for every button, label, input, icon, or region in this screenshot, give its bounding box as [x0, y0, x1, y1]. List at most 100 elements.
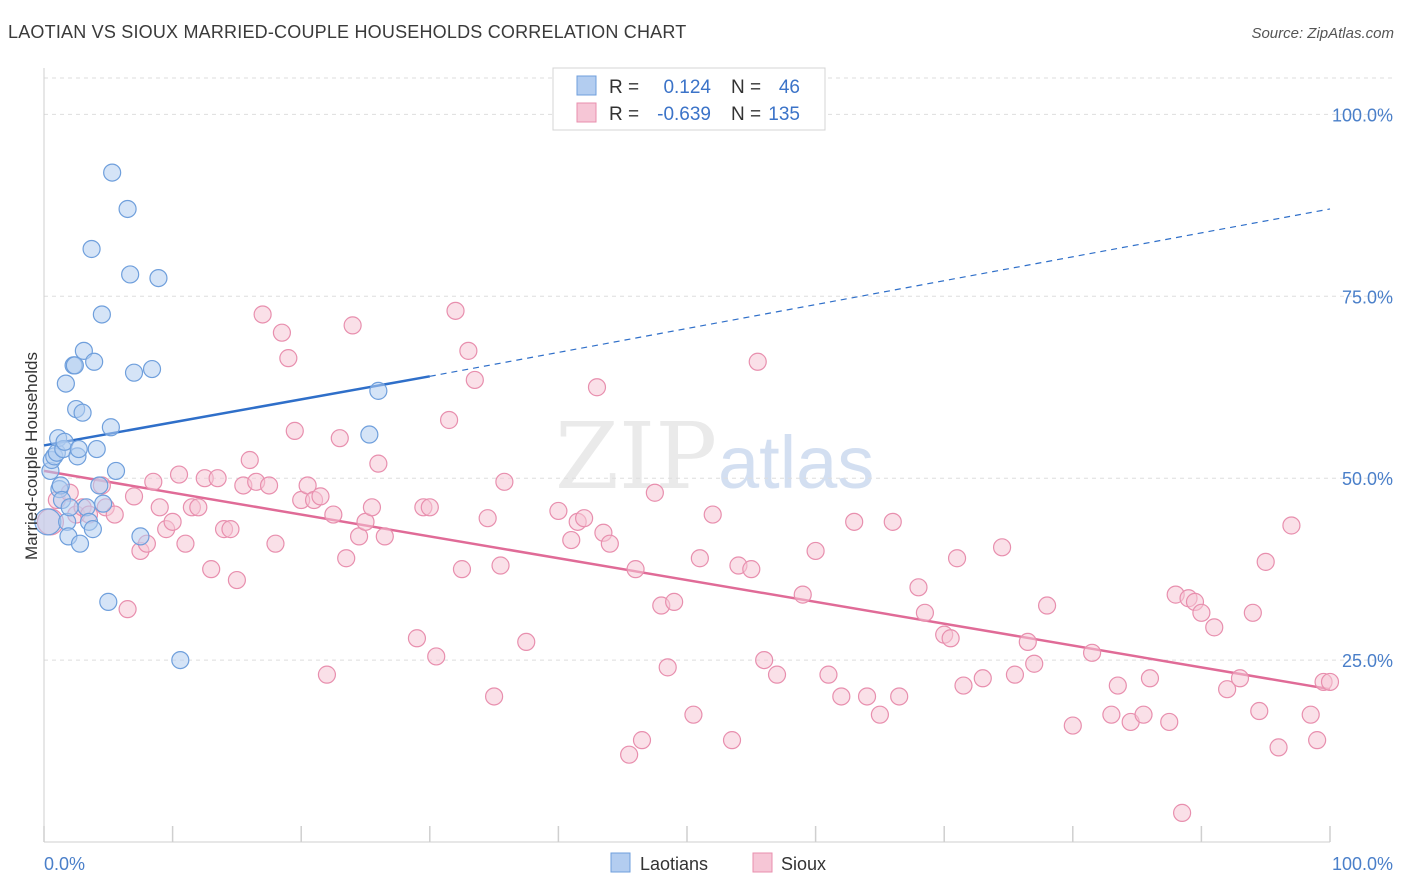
point-sioux-13	[144, 472, 163, 491]
point-laotians-19	[69, 439, 88, 459]
point-sioux-58	[465, 370, 484, 390]
point-sioux-48	[369, 454, 388, 473]
point-laotians-40	[142, 359, 162, 379]
point-sioux-88	[806, 541, 825, 561]
point-sioux-90	[832, 687, 851, 706]
stats-legend-r-value-sioux: -0.639	[657, 104, 711, 125]
point-sioux-31	[259, 476, 279, 495]
point-laotians-34	[103, 163, 122, 182]
series-legend-swatch-laotians[interactable]	[610, 852, 631, 873]
y-axis-label: Married-couple Households	[22, 352, 41, 560]
point-sioux-80	[703, 505, 722, 524]
point-sioux-64	[549, 501, 568, 521]
point-sioux-26	[227, 570, 246, 590]
point-sioux-114	[1140, 669, 1160, 688]
x-tick-label-max: 100.0%	[1332, 854, 1393, 874]
point-sioux-107	[1037, 596, 1057, 615]
point-sioux-10	[124, 487, 144, 506]
point-laotians-36	[118, 199, 137, 219]
point-sioux-56	[452, 560, 472, 579]
point-sioux-14	[150, 498, 169, 517]
point-sioux-92	[857, 687, 877, 706]
stats-legend-swatch-sioux	[576, 102, 597, 123]
point-sioux-49	[375, 527, 394, 546]
point-sioux-71	[620, 745, 639, 764]
point-sioux-97	[915, 603, 935, 622]
point-sioux-28	[240, 450, 259, 470]
point-sioux-53	[427, 647, 446, 666]
point-laotians-20	[70, 534, 90, 553]
chart-title: LAOTIAN VS SIOUX MARRIED-COUPLE HOUSEHOL…	[8, 22, 686, 42]
point-sioux-22	[202, 560, 221, 579]
points-layer	[34, 163, 1340, 822]
watermark: ZIP atlas	[555, 403, 874, 510]
point-sioux-65	[562, 530, 581, 550]
point-sioux-125	[1250, 701, 1269, 721]
point-laotians-27	[85, 352, 104, 371]
point-sioux-34	[279, 349, 298, 368]
point-sioux-120	[1192, 603, 1211, 622]
point-sioux-101	[954, 676, 973, 695]
point-laotians-41	[149, 268, 168, 288]
stats-legend-r-value-laotians: 0.124	[663, 77, 711, 98]
point-sioux-109	[1082, 643, 1102, 662]
point-sioux-17	[169, 465, 189, 484]
stats-legend-n-value-sioux: 135	[768, 104, 800, 125]
point-sioux-9	[118, 600, 137, 619]
stats-legend-n-label-sioux: N =	[731, 104, 761, 125]
series-legend-swatch-sioux[interactable]	[752, 852, 773, 873]
point-sioux-78	[684, 705, 703, 724]
point-sioux-128	[1282, 516, 1301, 535]
point-sioux-130	[1308, 731, 1327, 750]
point-sioux-16	[163, 512, 182, 531]
point-laotians-37	[121, 265, 140, 284]
point-sioux-63	[517, 632, 536, 652]
point-sioux-40	[317, 665, 337, 684]
grid-layer	[44, 77, 1393, 661]
point-sioux-50	[407, 629, 427, 648]
point-sioux-84	[748, 352, 767, 371]
point-sioux-25	[221, 520, 240, 539]
point-sioux-74	[645, 483, 664, 502]
point-sioux-110	[1102, 705, 1121, 724]
stats-legend-r-label-laotians: R =	[609, 77, 639, 98]
point-sioux-55	[446, 301, 465, 320]
point-sioux-8	[105, 505, 124, 524]
point-sioux-103	[992, 538, 1012, 557]
point-laotians-43	[360, 425, 379, 444]
point-laotians-42	[171, 650, 190, 670]
point-sioux-127	[1269, 738, 1288, 757]
point-sioux-86	[767, 665, 787, 684]
point-laotians-10	[55, 432, 74, 451]
point-laotians-31	[94, 494, 113, 513]
watermark-zip: ZIP	[555, 403, 717, 510]
point-laotians-16	[65, 356, 84, 375]
point-sioux-57	[459, 341, 478, 360]
series-legend-label-laotians[interactable]: Laotians	[640, 854, 708, 874]
point-sioux-59	[478, 509, 497, 528]
point-laotians-25	[82, 239, 101, 259]
watermark-atlas: atlas	[718, 421, 874, 504]
y-tick-labels: 25.0% 50.0% 75.0% 100.0%	[1332, 105, 1393, 671]
point-laotians-35	[106, 461, 126, 481]
trendline-laotians-extension	[429, 208, 1331, 377]
point-sioux-76	[658, 658, 677, 677]
axes-layer	[43, 68, 1331, 843]
point-sioux-126	[1256, 552, 1275, 571]
series-legend-label-sioux[interactable]: Sioux	[781, 854, 826, 874]
point-laotians-28	[87, 439, 106, 459]
point-sioux-100	[947, 549, 967, 568]
point-laotians-44	[369, 381, 388, 400]
point-laotians-38	[124, 363, 144, 382]
point-sioux-61	[491, 556, 510, 575]
point-sioux-85	[755, 650, 774, 670]
point-laotians-11	[56, 374, 75, 393]
y-tick-label-75: 75.0%	[1342, 287, 1393, 307]
point-sioux-113	[1134, 705, 1153, 724]
point-sioux-106	[1025, 654, 1044, 673]
point-sioux-62	[495, 472, 514, 491]
point-sioux-123	[1230, 669, 1250, 688]
point-sioux-124	[1243, 603, 1262, 622]
